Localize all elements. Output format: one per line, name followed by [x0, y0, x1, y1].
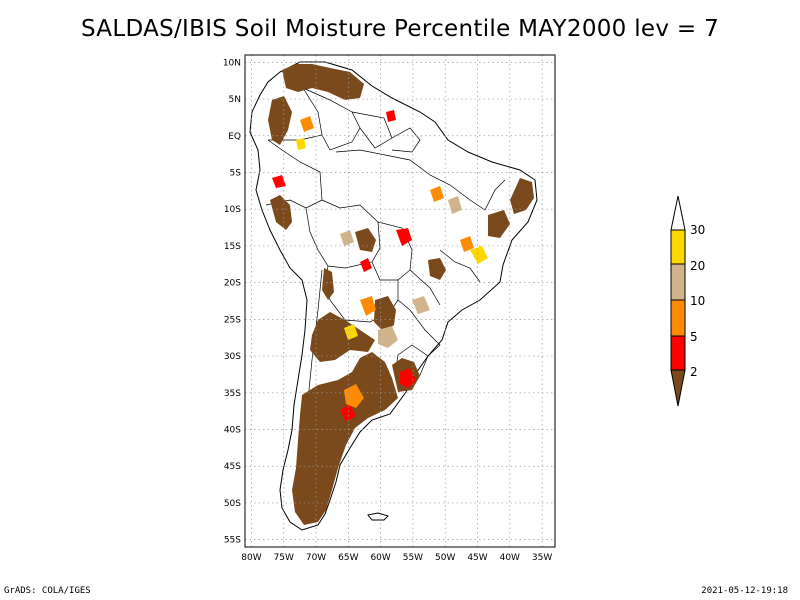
footer-timestamp: 2021-05-12-19:18: [701, 586, 788, 596]
shade-5-10: [344, 384, 364, 408]
longitude-tick-label: 80W: [241, 553, 261, 563]
colorbar-segment-5-10: [670, 299, 686, 337]
latitude-tick-label: 25S: [224, 315, 241, 325]
shade-below-2: [355, 228, 376, 252]
latitude-tick-label: 15S: [224, 242, 241, 252]
colorbar-segment-10-20: [670, 263, 686, 301]
south-america-landmass: [249, 61, 538, 531]
shade-below-2: [428, 258, 446, 280]
latitude-tick-label: 35S: [224, 389, 241, 399]
shade-below-2: [488, 210, 510, 238]
shade-5-10: [430, 186, 444, 202]
shade-20-30: [344, 324, 358, 340]
latitude-tick-label: 55S: [224, 536, 241, 546]
map-layer: [249, 61, 538, 531]
shade-below-2: [282, 64, 364, 100]
longitude-tick-label: 55W: [403, 553, 423, 563]
colorbar-label-2: 2: [690, 365, 698, 379]
longitude-tick-label: 70W: [306, 553, 326, 563]
shade-2-5: [272, 175, 286, 188]
shade-2-5: [386, 110, 396, 122]
latitude-tick-label: 45S: [224, 462, 241, 472]
shade-5-10: [460, 236, 474, 252]
shade-below-2: [268, 96, 292, 145]
latitude-tick-label: 40S: [224, 426, 241, 436]
shade-below-2: [510, 178, 534, 214]
graticule: [245, 55, 555, 547]
shade-2-5: [400, 368, 416, 388]
latitude-tick-label: EQ: [228, 132, 241, 142]
latitude-tick-label: 30S: [224, 352, 241, 362]
shade-5-10: [300, 116, 314, 132]
latitude-tick-label: 10S: [224, 205, 241, 215]
longitude-tick-label: 45W: [467, 553, 487, 563]
colorbar-label-5: 5: [690, 330, 698, 344]
page-title: SALDAS/IBIS Soil Moisture Percentile MAY…: [80, 16, 720, 42]
shade-20-30: [470, 246, 488, 264]
latitude-tick-label: 10N: [223, 58, 241, 68]
shade-2-5: [360, 258, 372, 272]
latitude-tick-label: 50S: [224, 499, 241, 509]
longitude-tick-label: 60W: [370, 553, 390, 563]
colorbar-segment-above-30: [670, 195, 686, 231]
latitude-tick-label: 5S: [230, 168, 242, 178]
shade-2-5: [396, 228, 412, 246]
colorbar-label-30: 30: [690, 223, 705, 237]
shade-2-5: [340, 404, 356, 422]
footer-credit: GrADS: COLA/IGES: [4, 586, 91, 596]
longitude-tick-label: 35W: [532, 553, 552, 563]
longitude-tick-label: 75W: [274, 553, 294, 563]
shade-5-10: [360, 296, 376, 316]
shade-below-2: [292, 352, 398, 525]
colorbar-segment-2-5: [670, 335, 686, 371]
shade-below-2: [374, 296, 396, 332]
shade-10-20: [378, 326, 398, 348]
latitude-tick-label: 5N: [229, 95, 241, 105]
longitude-tick-label: 65W: [338, 553, 358, 563]
shade-20-30: [296, 138, 306, 150]
shade-below-2: [270, 195, 292, 230]
longitude-labels: 80W 75W 70W 65W 60W 55W 50W 45W 40W 35W: [241, 553, 552, 563]
longitude-tick-label: 50W: [435, 553, 455, 563]
shade-below-2: [322, 268, 334, 300]
falkland-islands: [367, 512, 389, 521]
longitude-tick-label: 40W: [500, 553, 520, 563]
shade-below-2: [310, 312, 375, 362]
latitude-labels: 10N 5N EQ 5S 10S 15S 20S 25S 30S 35S 40S 45S 50S 55S: [223, 58, 241, 545]
colorbar: 30 20 10 5 2: [670, 195, 705, 407]
colorbar-segment-20-30: [670, 229, 686, 265]
shade-10-20: [412, 296, 430, 314]
colorbar-segment-below-2: [670, 369, 686, 407]
colorbar-label-10: 10: [690, 294, 705, 308]
latitude-tick-label: 20S: [224, 279, 241, 289]
shade-10-20: [340, 230, 354, 246]
shade-10-20: [448, 196, 462, 214]
colorbar-label-20: 20: [690, 259, 705, 273]
map-frame: [244, 54, 556, 548]
